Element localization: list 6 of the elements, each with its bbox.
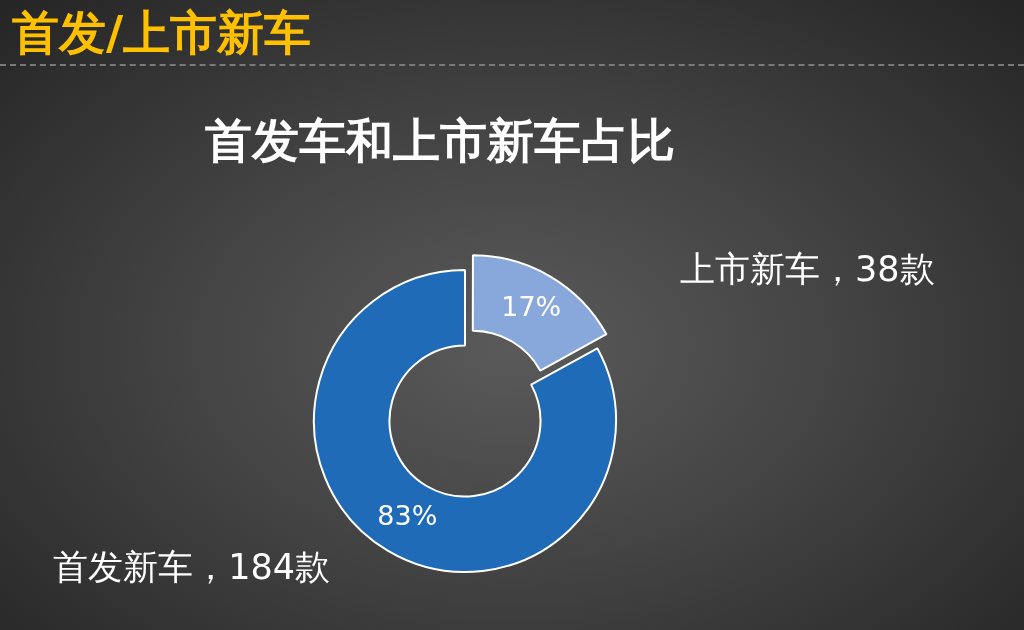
chart-title: 首发/上市新车: [12, 4, 312, 62]
data-label: 83%: [377, 500, 438, 532]
slice-label: 上市新车，38款: [680, 249, 935, 290]
slice-label: 首发新车，184款: [53, 547, 331, 588]
chart-subtitle: 首发车和上市新车占比: [205, 112, 675, 170]
data-label: 17%: [501, 291, 562, 323]
